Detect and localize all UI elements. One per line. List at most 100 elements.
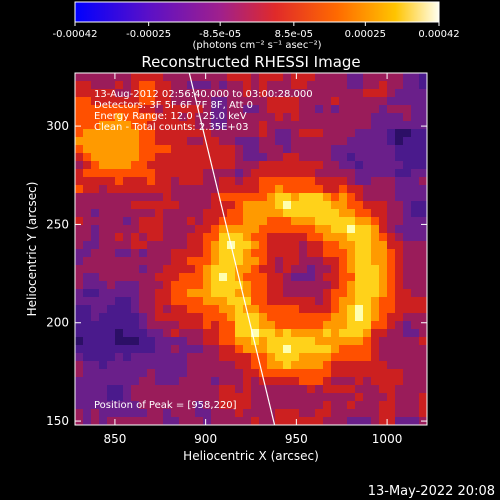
heatmap-cell [315, 313, 324, 322]
heatmap-cell [379, 289, 388, 298]
heatmap-cell [411, 409, 420, 418]
heatmap-cell [259, 281, 268, 290]
heatmap-cell [323, 241, 332, 250]
heatmap-cell [131, 81, 140, 90]
heatmap-cell [323, 337, 332, 346]
heatmap-cell [395, 337, 404, 346]
heatmap-cell [139, 169, 148, 178]
heatmap-cell [187, 393, 196, 402]
heatmap-cell [115, 137, 124, 146]
heatmap-cell [395, 313, 404, 322]
heatmap-cell [307, 409, 316, 418]
heatmap-cell [203, 89, 212, 98]
heatmap-cell [379, 105, 388, 114]
heatmap-cell [387, 81, 396, 90]
heatmap-cell [195, 185, 204, 194]
heatmap-cell [267, 401, 276, 410]
heatmap-cell [155, 409, 164, 418]
heatmap-cell [139, 73, 148, 82]
heatmap-cell [107, 273, 116, 282]
heatmap-cell [355, 113, 364, 122]
heatmap-cell [283, 265, 292, 274]
heatmap-cell [155, 185, 164, 194]
heatmap-cell [91, 73, 100, 82]
heatmap-cell [219, 193, 228, 202]
heatmap-cell [83, 417, 92, 425]
heatmap-cell [379, 193, 388, 202]
heatmap-cell [99, 409, 108, 418]
colorbar-tick-label: -0.00025 [126, 29, 171, 40]
heatmap-cell [251, 385, 260, 394]
heatmap-cell [315, 409, 324, 418]
heatmap-cell [403, 169, 412, 178]
heatmap-cell [363, 105, 372, 114]
heatmap-cell [179, 225, 188, 234]
heatmap-cell [91, 193, 100, 202]
heatmap-cell [299, 337, 308, 346]
heatmap-cell [235, 225, 244, 234]
heatmap-cell [147, 401, 156, 410]
heatmap-cell [395, 121, 404, 130]
heatmap-cell [395, 273, 404, 282]
heatmap-cell [259, 105, 268, 114]
heatmap-cell [171, 265, 180, 274]
heatmap-cell [395, 289, 404, 298]
heatmap-cell [307, 249, 316, 258]
heatmap-cell [259, 217, 268, 226]
heatmap-cell [139, 249, 148, 258]
heatmap-cell [123, 361, 132, 370]
heatmap-cell [387, 193, 396, 202]
heatmap-cell [347, 121, 356, 130]
heatmap-cells [75, 73, 427, 425]
heatmap-cell [371, 401, 380, 410]
heatmap-cell [355, 417, 364, 425]
heatmap-cell [203, 273, 212, 282]
heatmap-cell [163, 313, 172, 322]
heatmap-cell [275, 97, 284, 106]
heatmap-cell [227, 129, 236, 138]
heatmap-cell [131, 265, 140, 274]
heatmap-cell [315, 249, 324, 258]
heatmap-cell [115, 209, 124, 218]
heatmap-cell [203, 409, 212, 418]
heatmap-cell [107, 417, 116, 425]
heatmap-cell [339, 401, 348, 410]
heatmap-cell [195, 233, 204, 242]
heatmap-cell [299, 137, 308, 146]
heatmap-cell [387, 345, 396, 354]
heatmap-cell [323, 113, 332, 122]
heatmap-cell [171, 401, 180, 410]
heatmap-cell [187, 401, 196, 410]
heatmap-cell [259, 329, 268, 338]
heatmap-cell [131, 145, 140, 154]
heatmap-cell [75, 321, 84, 330]
heatmap-cell [259, 265, 268, 274]
heatmap-cell [315, 377, 324, 386]
heatmap-cell [403, 305, 412, 314]
heatmap-cell [347, 289, 356, 298]
heatmap-cell [147, 385, 156, 394]
heatmap-cell [203, 289, 212, 298]
heatmap-cell [339, 257, 348, 266]
heatmap-cell [347, 81, 356, 90]
heatmap-cell [379, 209, 388, 218]
heatmap-cell [299, 153, 308, 162]
heatmap-cell [291, 145, 300, 154]
heatmap-cell [75, 225, 84, 234]
heatmap-cell [227, 409, 236, 418]
heatmap-cell [179, 201, 188, 210]
heatmap-cell [179, 273, 188, 282]
heatmap-cell [147, 209, 156, 218]
heatmap-cell [251, 193, 260, 202]
heatmap-cell [387, 217, 396, 226]
heatmap-cell [83, 193, 92, 202]
heatmap-cell [251, 145, 260, 154]
heatmap-cell [379, 361, 388, 370]
heatmap-cell [123, 81, 132, 90]
heatmap-cell [243, 81, 252, 90]
heatmap-cell [155, 361, 164, 370]
y-tick-label: 250 [46, 217, 69, 231]
heatmap-cell [139, 257, 148, 266]
heatmap-cell [259, 177, 268, 186]
heatmap-cell [107, 369, 116, 378]
